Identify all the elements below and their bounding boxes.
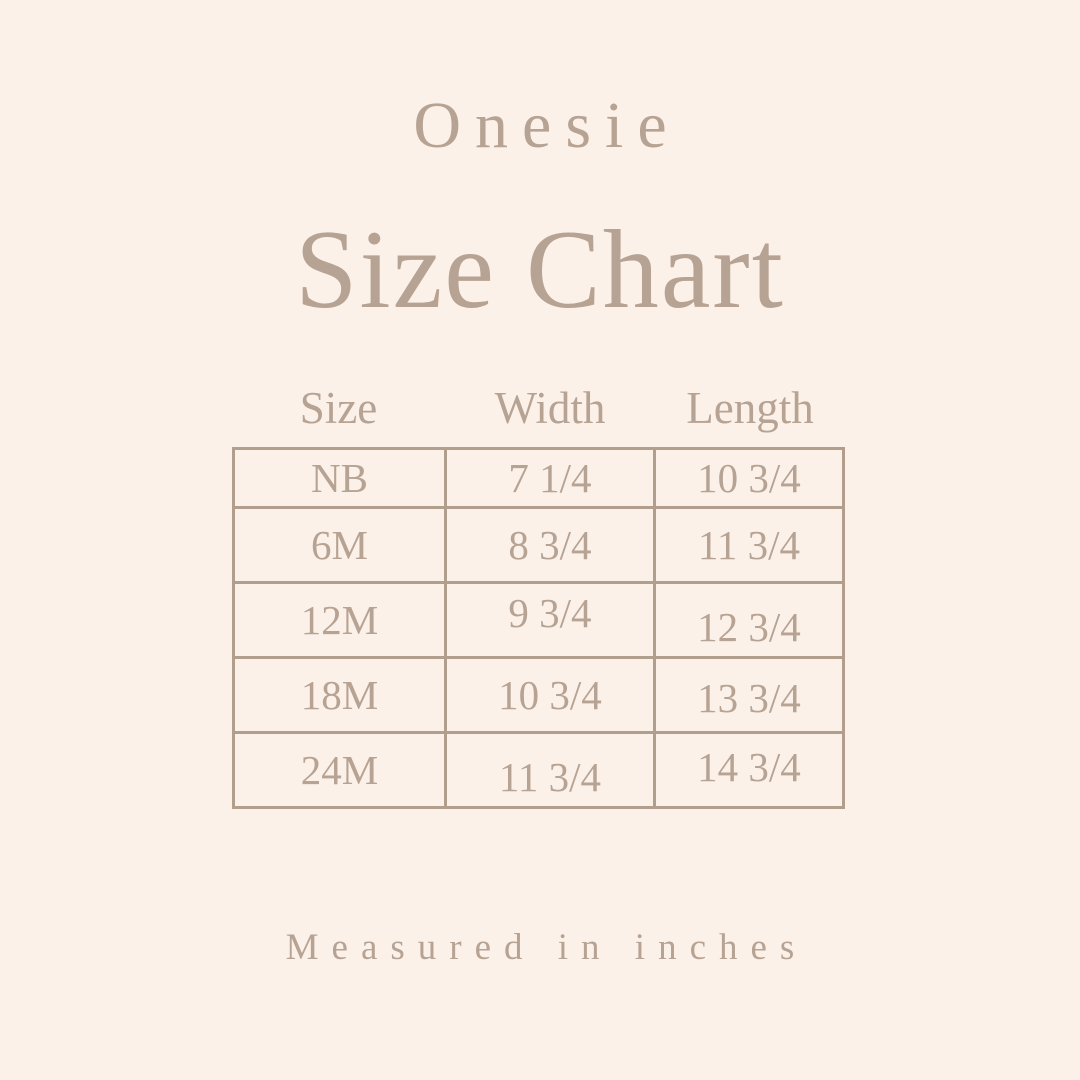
cell-length: 13 3/4 bbox=[652, 656, 846, 734]
table-column-headers: Size Width Length bbox=[232, 382, 845, 434]
cell-width: 11 3/4 bbox=[444, 731, 656, 809]
product-subtitle: Onesie bbox=[413, 89, 681, 162]
page-title: Size Chart bbox=[295, 208, 785, 332]
cell-size: 24M bbox=[231, 731, 448, 809]
cell-width: 7 1/4 bbox=[444, 447, 656, 509]
table-row: NB 7 1/4 10 3/4 bbox=[231, 447, 846, 509]
cell-width: 10 3/4 bbox=[444, 656, 656, 734]
cell-length: 10 3/4 bbox=[652, 447, 846, 509]
column-header-width: Width bbox=[494, 383, 606, 433]
cell-width: 9 3/4 bbox=[444, 581, 656, 659]
column-header-length: Length bbox=[686, 383, 814, 433]
size-table: NB 7 1/4 10 3/4 6M 8 3/4 11 3/4 12M 9 3/… bbox=[231, 447, 846, 809]
table-row: 12M 9 3/4 12 3/4 bbox=[231, 581, 846, 659]
table-row: 24M 11 3/4 14 3/4 bbox=[231, 731, 846, 809]
cell-length: 12 3/4 bbox=[652, 581, 846, 659]
cell-size: 12M bbox=[231, 581, 448, 659]
cell-size: NB bbox=[231, 447, 448, 509]
column-header-size: Size bbox=[299, 383, 378, 433]
cell-width: 8 3/4 bbox=[444, 506, 656, 584]
cell-size: 18M bbox=[231, 656, 448, 734]
cell-length: 11 3/4 bbox=[652, 506, 846, 584]
table-row: 18M 10 3/4 13 3/4 bbox=[231, 656, 846, 734]
table-row: 6M 8 3/4 11 3/4 bbox=[231, 506, 846, 584]
measurement-note: Measured in inches bbox=[285, 927, 808, 968]
cell-length: 14 3/4 bbox=[652, 731, 846, 809]
cell-size: 6M bbox=[231, 506, 448, 584]
